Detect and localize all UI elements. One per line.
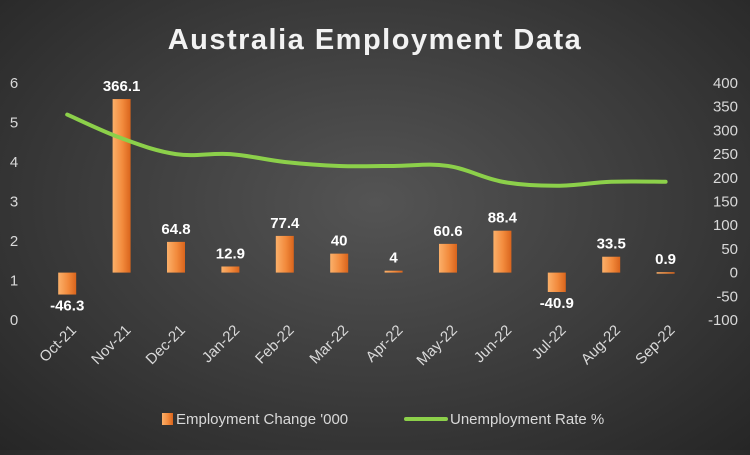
bar-data-labels: -46.3 366.1 64.8 12.9 77.4 40 4 60.6 88.4 -40.9 33… [50,78,676,314]
x-axis-tick-label: Sep-22 [632,322,678,368]
employment-change-bar [112,99,131,273]
employment-change-bar [547,272,566,292]
left-axis-tick-label: 6 [10,75,18,92]
left-axis-tick-label: 3 [10,194,18,211]
left-axis-tick-label: 2 [10,233,18,250]
x-axis-tick-label: Nov-21 [88,322,134,368]
legend-bar-swatch [162,413,173,425]
bar-data-label: 12.9 [216,245,245,262]
employment-change-bar [602,256,621,273]
employment-change-bar [221,266,240,273]
left-axis-tick-label: 4 [10,154,18,171]
bar-data-label: 0.9 [655,251,676,268]
unemployment-rate-line-group [65,112,668,188]
right-axis-tick-label: 350 [713,99,738,116]
x-axis: Oct-21 Nov-21 Dec-21 Jan-22 Feb-22 Mar-22 Apr-… [36,322,678,369]
x-axis-tick-label: May-22 [413,322,460,369]
x-axis-tick-label: Jan-22 [199,322,243,366]
x-axis-tick-label: Jun-22 [471,322,515,366]
right-axis-tick-label: -50 [716,288,738,305]
bar-data-label: 88.4 [488,210,518,227]
employment-change-bar [330,253,349,273]
x-axis-tick-label: Aug-22 [578,322,624,368]
left-y-axis: 0 1 2 3 4 5 6 [10,75,18,329]
x-axis-tick-label: Dec-21 [143,322,189,368]
bar-data-label: 33.5 [597,236,626,253]
x-axis-tick-label: Mar-22 [306,322,352,368]
right-axis-tick-label: 250 [713,146,738,163]
right-axis-tick-label: 50 [721,241,738,258]
x-axis-tick-label: Jul-22 [529,322,570,363]
employment-change-bar [493,230,512,273]
employment-change-bar [167,241,185,273]
legend-line-label: Unemployment Rate % [450,411,604,428]
legend-bar-label: Employment Change '000 [176,411,348,428]
right-axis-tick-label: 100 [713,217,738,234]
left-axis-tick-label: 1 [10,273,18,290]
right-axis-tick-label: -100 [708,312,738,329]
employment-change-bar [58,272,77,295]
bar-data-label: 40 [331,233,348,250]
bar-data-label: 4 [389,250,398,267]
bar-data-label: -46.3 [50,298,84,315]
employment-change-bar [275,235,294,273]
right-y-axis: -100 -50 0 50 100 150 200 250 300 350 400 [708,75,738,329]
right-axis-tick-label: 0 [730,265,738,282]
left-axis-tick-label: 0 [10,312,18,329]
x-axis-tick-label: Apr-22 [363,322,407,366]
left-axis-tick-label: 5 [10,115,18,132]
right-axis-tick-label: 300 [713,122,738,139]
bar-data-label: -40.9 [540,295,574,312]
employment-change-bars [58,99,675,295]
right-axis-tick-label: 400 [713,75,738,92]
employment-change-bar [656,272,675,274]
employment-change-bar [384,270,403,273]
legend: Employment Change '000 Unemployment Rate… [162,411,604,428]
bar-data-label: 77.4 [270,215,300,232]
x-axis-tick-label: Feb-22 [252,322,298,368]
employment-change-bar [439,243,457,273]
x-axis-tick-label: Oct-21 [36,322,80,366]
bar-data-label: 60.6 [433,223,462,240]
chart-title: Australia Employment Data [168,24,583,56]
unemployment-rate-line [65,112,668,188]
right-axis-tick-label: 150 [713,194,738,211]
right-axis-tick-label: 200 [713,170,738,187]
bar-data-label: 366.1 [103,78,141,95]
bar-data-label: 64.8 [161,221,190,238]
